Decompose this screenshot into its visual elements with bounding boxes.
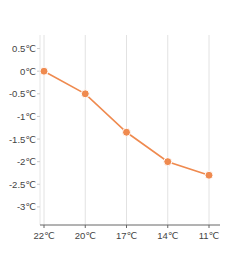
grid-line	[44, 35, 45, 225]
y-tick	[37, 139, 40, 140]
x-tick	[167, 225, 168, 228]
y-tick	[37, 161, 40, 162]
grid-line	[209, 35, 210, 225]
x-tick	[85, 225, 86, 228]
y-tick	[37, 184, 40, 185]
grid-line	[85, 35, 86, 225]
marker	[123, 128, 131, 136]
grid-line	[167, 35, 168, 225]
y-tick-label: -0.5℃	[9, 88, 36, 99]
x-tick-label: 11℃	[199, 230, 220, 241]
y-tick	[37, 93, 40, 94]
y-tick-label: -1.5℃	[9, 134, 36, 145]
x-tick-label: 14℃	[157, 230, 179, 241]
marker	[164, 158, 172, 166]
chart: 0.5℃ 0℃ -0.5℃ -1℃ -1.5℃ -2℃ -2.5℃ -3℃ 22℃ 20℃ 17℃ 1…	[0, 0, 240, 260]
y-tick-label: 0℃	[20, 66, 36, 77]
x-tick-label: 17℃	[116, 230, 138, 241]
series	[40, 67, 213, 179]
y-tick-label: 0.5℃	[12, 43, 36, 54]
x-tick-label: 22℃	[33, 230, 55, 241]
y-tick	[37, 48, 40, 49]
marker	[205, 171, 213, 179]
y-tick	[37, 116, 40, 117]
y-tick-label: -2.5℃	[9, 179, 36, 190]
y-tick	[37, 206, 40, 207]
x-tick	[44, 225, 45, 228]
marker	[81, 90, 89, 98]
marker	[40, 67, 48, 75]
y-tick-label: -2℃	[17, 156, 36, 167]
x-tick	[209, 225, 210, 228]
x-tick-label: 20℃	[75, 230, 97, 241]
y-axis-line	[40, 35, 41, 225]
line	[44, 71, 209, 175]
y-tick-label: -3℃	[17, 201, 36, 212]
x-tick	[126, 225, 127, 228]
y-tick-label: -1℃	[17, 111, 36, 122]
x-axis-line	[40, 225, 220, 226]
